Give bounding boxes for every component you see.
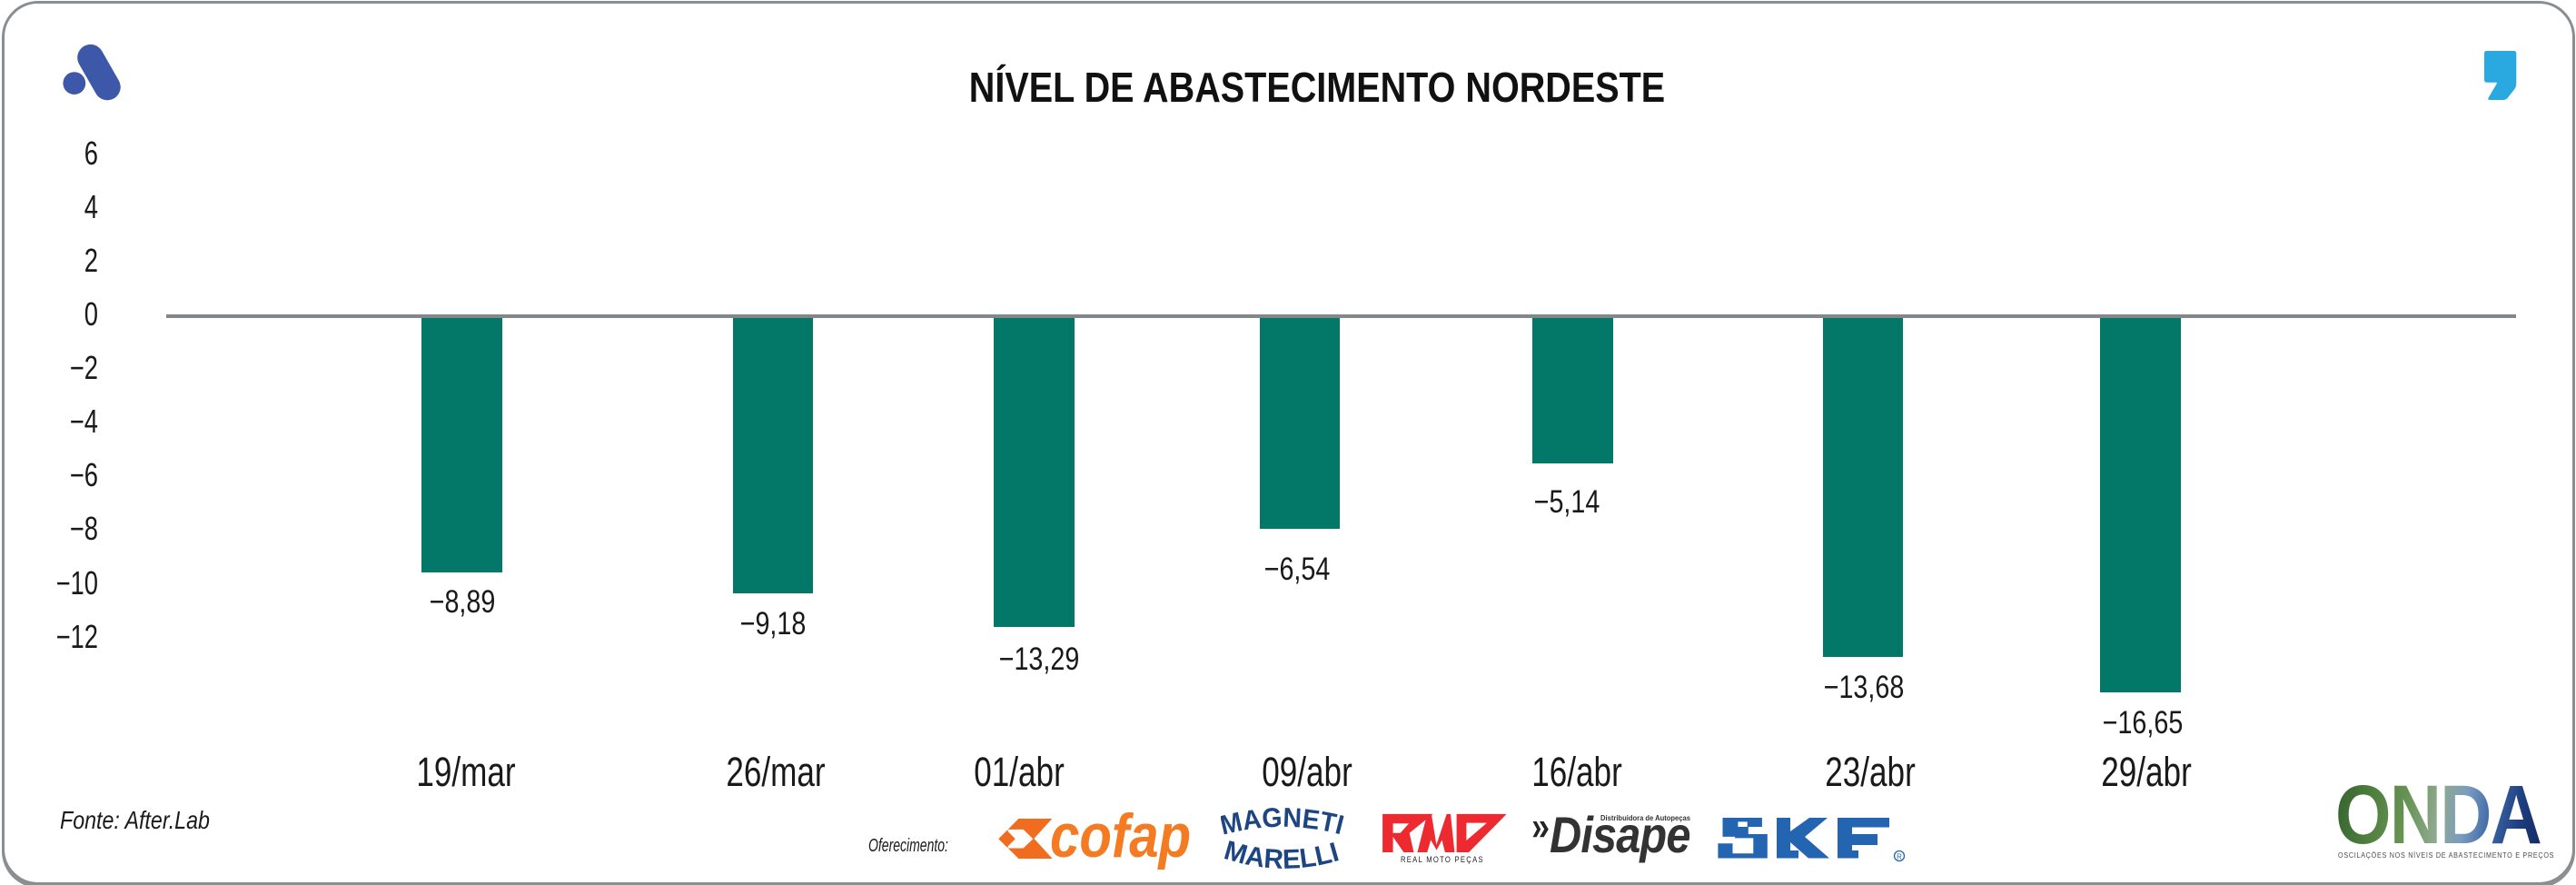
svg-text:MAGNETI: MAGNETI <box>1221 807 1346 841</box>
svg-text:R: R <box>1897 853 1902 861</box>
svg-text:MARELLI: MARELLI <box>1221 835 1342 870</box>
